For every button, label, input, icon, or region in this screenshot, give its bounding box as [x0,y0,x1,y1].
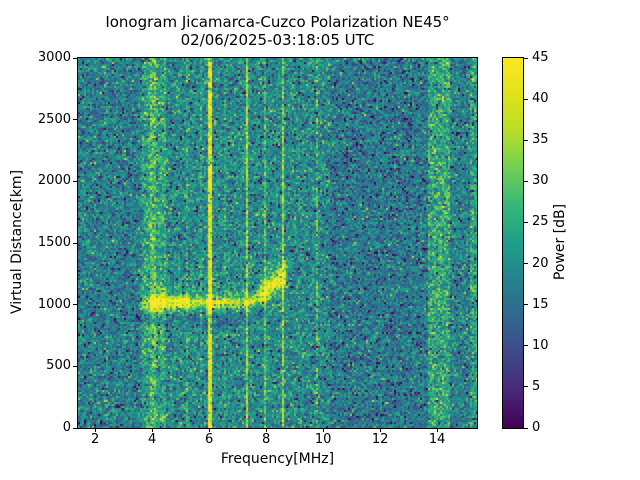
y-tick-mark [73,427,77,429]
x-tick-mark [151,428,153,432]
colorbar-tick-mark [524,345,528,347]
colorbar-tick-mark [524,98,528,100]
colorbar-gradient [503,58,523,428]
y-tick-mark [73,57,77,59]
y-tick-label: 1500 [37,235,71,250]
ionogram-heatmap [78,58,477,428]
colorbar-label: Power [dB] [552,203,568,281]
colorbar-tick-mark [524,386,528,388]
y-tick-mark [73,365,77,367]
y-tick-label: 3000 [37,50,71,65]
y-tick-mark [73,119,77,121]
colorbar-tick-mark [524,57,528,59]
colorbar-tick-mark [524,221,528,223]
x-tick-label: 12 [371,432,389,447]
colorbar-tick-mark [524,139,528,141]
x-tick-mark [265,428,267,432]
colorbar-tick-mark [524,304,528,306]
x-axis-label: Frequency[MHz] [220,451,335,467]
chart-title: Ionogram Jicamarca-Cuzco Polarization NE… [105,13,450,31]
colorbar-tick-label: 40 [532,91,549,107]
x-tick-label: 2 [90,432,100,447]
x-tick-mark [436,428,438,432]
colorbar [502,57,524,429]
chart-subtitle: 02/06/2025-03:18:05 UTC [180,31,375,49]
y-tick-label: 500 [46,358,71,374]
x-tick-mark [94,428,96,432]
x-tick-label: 14 [428,432,446,447]
colorbar-tick-label: 0 [532,420,541,435]
colorbar-tick-label: 30 [532,173,549,189]
colorbar-tick-mark [524,263,528,265]
y-tick-label: 1000 [37,296,71,312]
plot-area [77,57,478,429]
y-tick-label: 2000 [37,173,71,189]
x-tick-mark [322,428,324,432]
colorbar-tick-label: 15 [532,296,549,312]
colorbar-tick-mark [524,427,528,429]
y-tick-label: 2500 [37,111,71,127]
y-tick-mark [73,180,77,182]
y-tick-mark [73,242,77,244]
colorbar-tick-label: 5 [532,378,541,394]
colorbar-tick-label: 10 [532,337,549,353]
x-tick-mark [379,428,381,432]
y-tick-mark [73,304,77,306]
y-tick-label: 0 [62,420,71,435]
x-tick-label: 4 [147,432,157,447]
x-tick-label: 8 [261,432,271,447]
colorbar-tick-label: 35 [532,132,549,148]
x-tick-mark [208,428,210,432]
colorbar-tick-label: 20 [532,255,549,271]
colorbar-tick-label: 45 [532,50,549,65]
x-tick-label: 6 [204,432,214,447]
x-tick-label: 10 [314,432,332,447]
colorbar-tick-label: 25 [532,214,549,230]
colorbar-tick-mark [524,180,528,182]
